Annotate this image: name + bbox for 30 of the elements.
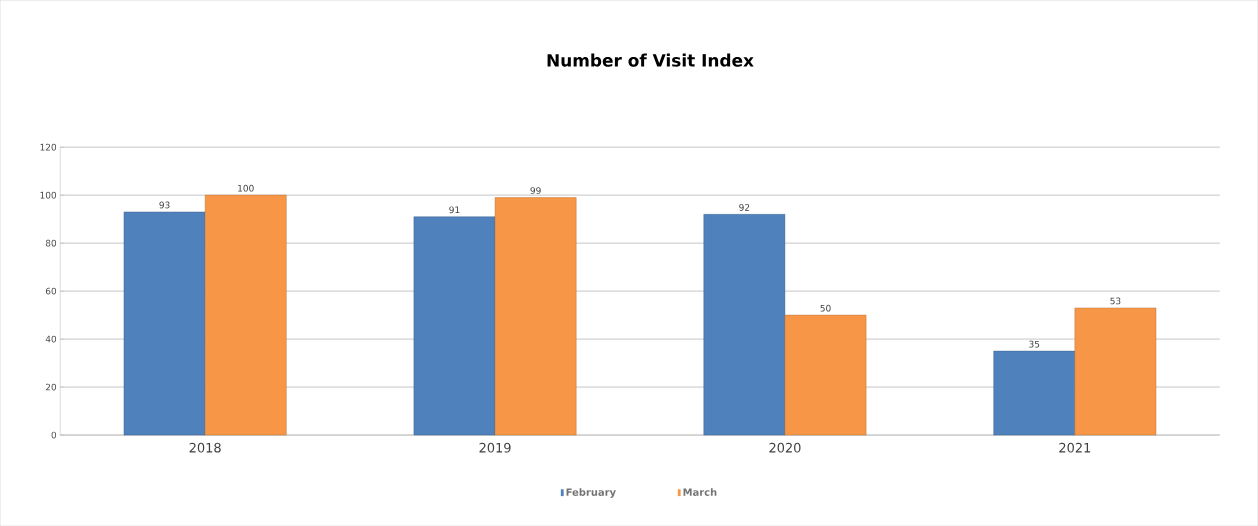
legend-label: March [683,488,717,496]
y-tick-label: 20 [45,383,57,391]
x-tick-label: 2018 [189,442,221,453]
legend-label: February [566,488,616,498]
bar [784,314,867,436]
x-tick-label: 2020 [769,442,801,453]
x-tick-label: 2021 [1059,442,1091,453]
x-tick-label: 2019 [479,442,511,453]
data-label: 100 [238,184,254,192]
data-label: 53 [1110,297,1121,305]
data-label: 93 [159,201,170,209]
y-tick-label: 0 [51,431,57,439]
data-label: 35 [1029,340,1040,348]
y-tick-label: 40 [45,335,57,343]
data-label: 92 [739,203,750,211]
bar [703,214,786,436]
bar [123,211,206,436]
y-tick-label: 80 [45,239,57,247]
bar [993,350,1076,436]
chart-title: Number of Visit Index [547,53,754,67]
bar [413,216,496,436]
bar [204,194,287,436]
y-tick-label: 100 [40,191,57,199]
y-tick-label: 60 [45,287,57,295]
data-label: 91 [449,206,460,214]
y-tick-label: 120 [40,143,57,151]
bar [494,197,577,436]
data-label: 50 [820,304,831,312]
bar [1074,307,1157,436]
data-label: 99 [530,187,541,194]
